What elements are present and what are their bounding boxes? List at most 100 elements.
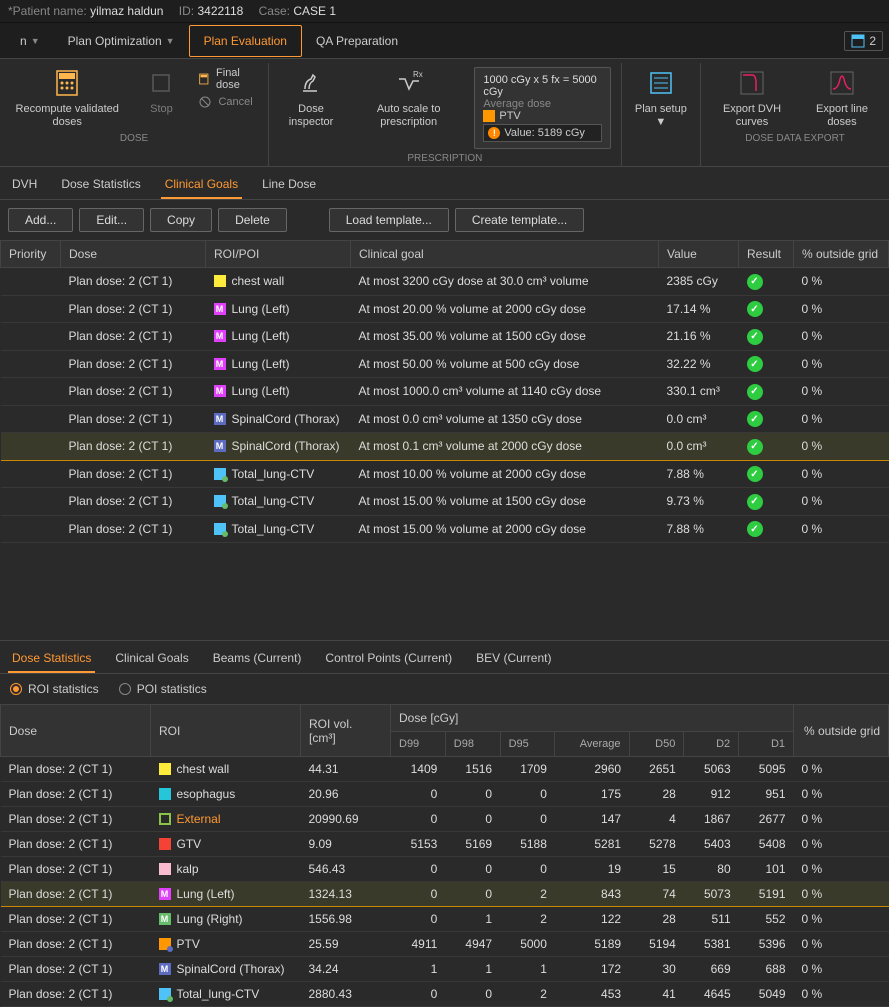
col-d1[interactable]: D1 <box>739 732 794 757</box>
table-row[interactable]: Plan dose: 2 (CT 1) External 20990.69 0 … <box>1 807 889 832</box>
tab-plan-evaluation[interactable]: Plan Evaluation <box>189 25 302 57</box>
radio-poi-statistics[interactable]: POI statistics <box>119 682 207 696</box>
col-goal[interactable]: Clinical goal <box>351 241 659 268</box>
check-icon: ✓ <box>747 274 763 290</box>
cell-goal: At most 0.0 cm³ volume at 1350 cGy dose <box>351 405 659 433</box>
cell-dose: Plan dose: 2 (CT 1) <box>61 405 206 433</box>
col-dose-stats[interactable]: Dose <box>1 705 151 757</box>
auto-scale-button[interactable]: Rx Auto scale to prescription <box>355 67 462 129</box>
delete-button[interactable]: Delete <box>218 208 287 232</box>
create-template-button[interactable]: Create template... <box>455 208 584 232</box>
avg-dose-label: Average dose <box>483 98 601 110</box>
cell-result: ✓ <box>739 295 794 323</box>
load-template-button[interactable]: Load template... <box>329 208 449 232</box>
cell-roi: MLung (Right) <box>151 907 301 932</box>
tab-beams[interactable]: Beams (Current) <box>209 645 306 673</box>
cell-dose: Plan dose: 2 (CT 1) <box>61 295 206 323</box>
dose-inspector-button[interactable]: Dose inspector <box>279 67 343 129</box>
table-row[interactable]: Plan dose: 2 (CT 1) chest wall At most 3… <box>1 268 889 296</box>
table-row[interactable]: Plan dose: 2 (CT 1) MLung (Left) 1324.13… <box>1 882 889 907</box>
col-outside[interactable]: % outside grid <box>794 241 889 268</box>
col-d95[interactable]: D95 <box>500 732 555 757</box>
col-d99[interactable]: D99 <box>391 732 446 757</box>
col-result[interactable]: Result <box>739 241 794 268</box>
table-row[interactable]: Plan dose: 2 (CT 1) MSpinalCord (Thorax)… <box>1 957 889 982</box>
table-row[interactable]: Plan dose: 2 (CT 1) kalp 546.43 0 0 0 19… <box>1 857 889 882</box>
tab-line-dose[interactable]: Line Dose <box>258 171 320 199</box>
cell-roi: MLung (Left) <box>206 323 351 351</box>
lower-sub-tabs: Dose Statistics Clinical Goals Beams (Cu… <box>0 641 889 674</box>
stop-button[interactable]: Stop <box>136 67 186 116</box>
table-row[interactable]: Plan dose: 2 (CT 1) MLung (Left) At most… <box>1 350 889 378</box>
tab-plan-optimization[interactable]: Plan Optimization▼ <box>54 26 189 56</box>
radio-roi-statistics[interactable]: ROI statistics <box>10 682 99 696</box>
table-row[interactable]: Plan dose: 2 (CT 1) MLung (Left) At most… <box>1 378 889 406</box>
prescription-box[interactable]: 1000 cGy x 5 fx = 5000 cGy Average dose … <box>474 67 610 149</box>
col-dose-cgy[interactable]: Dose [cGy] <box>391 705 794 732</box>
export-line-doses-button[interactable]: Export line doses <box>805 67 879 129</box>
col-roi-vol[interactable]: ROI vol. [cm³] <box>301 705 391 757</box>
col-priority[interactable]: Priority <box>1 241 61 268</box>
col-value[interactable]: Value <box>659 241 739 268</box>
table-row[interactable]: Plan dose: 2 (CT 1) GTV 9.09 5153 5169 5… <box>1 832 889 857</box>
check-icon: ✓ <box>747 329 763 345</box>
tab-qa-preparation[interactable]: QA Preparation <box>302 26 412 56</box>
table-row[interactable]: Plan dose: 2 (CT 1) chest wall 44.31 140… <box>1 757 889 782</box>
cell-d1: 951 <box>739 782 794 807</box>
recompute-button[interactable]: Recompute validated doses <box>10 67 124 129</box>
tab-control-points[interactable]: Control Points (Current) <box>321 645 456 673</box>
col-roi-stats[interactable]: ROI <box>151 705 301 757</box>
col-d98[interactable]: D98 <box>445 732 500 757</box>
cell-d50: 28 <box>629 907 684 932</box>
col-outside-stats[interactable]: % outside grid <box>794 705 889 757</box>
cell-dose: Plan dose: 2 (CT 1) <box>61 515 206 543</box>
cell-d99: 0 <box>391 907 446 932</box>
nav-dropdown[interactable]: n▼ <box>6 26 54 56</box>
cell-d1: 101 <box>739 857 794 882</box>
table-row[interactable]: Plan dose: 2 (CT 1) MSpinalCord (Thorax)… <box>1 405 889 433</box>
table-row[interactable]: Plan dose: 2 (CT 1) PTV 25.59 4911 4947 … <box>1 932 889 957</box>
roi-swatch-icon <box>159 938 171 950</box>
cell-dose: Plan dose: 2 (CT 1) <box>1 807 151 832</box>
table-row[interactable]: Plan dose: 2 (CT 1) MLung (Left) At most… <box>1 295 889 323</box>
edit-button[interactable]: Edit... <box>79 208 144 232</box>
col-d2[interactable]: D2 <box>684 732 739 757</box>
cell-d95: 5188 <box>500 832 555 857</box>
table-row[interactable]: Plan dose: 2 (CT 1) Total_lung-CTV At mo… <box>1 515 889 543</box>
copy-button[interactable]: Copy <box>150 208 212 232</box>
col-d50[interactable]: D50 <box>629 732 684 757</box>
cell-value: 17.14 % <box>659 295 739 323</box>
table-row[interactable]: Plan dose: 2 (CT 1) MSpinalCord (Thorax)… <box>1 433 889 461</box>
cancel-button[interactable]: Cancel <box>198 95 258 109</box>
roi-swatch-icon <box>159 988 171 1000</box>
final-dose-button[interactable]: Final dose <box>198 67 258 91</box>
table-row[interactable]: Plan dose: 2 (CT 1) MLung (Left) At most… <box>1 323 889 351</box>
col-roi[interactable]: ROI/POI <box>206 241 351 268</box>
tab-clinical-goals-lower[interactable]: Clinical Goals <box>111 645 192 673</box>
col-dose[interactable]: Dose <box>61 241 206 268</box>
cell-avg: 172 <box>555 957 629 982</box>
export-dvh-button[interactable]: Export DVH curves <box>711 67 793 129</box>
workspace-badge[interactable]: 2 <box>844 31 883 51</box>
table-row[interactable]: Plan dose: 2 (CT 1) Total_lung-CTV At mo… <box>1 488 889 516</box>
tab-dvh[interactable]: DVH <box>8 171 41 199</box>
cell-d98: 4947 <box>445 932 500 957</box>
tab-clinical-goals[interactable]: Clinical Goals <box>161 171 242 199</box>
table-row[interactable]: Plan dose: 2 (CT 1) esophagus 20.96 0 0 … <box>1 782 889 807</box>
tab-dose-statistics[interactable]: Dose Statistics <box>57 171 144 199</box>
cell-d95: 1 <box>500 957 555 982</box>
tab-dose-statistics-lower[interactable]: Dose Statistics <box>8 645 95 673</box>
col-average[interactable]: Average <box>555 732 629 757</box>
cell-goal: At most 50.00 % volume at 500 cGy dose <box>351 350 659 378</box>
dose-statistics-table: Dose ROI ROI vol. [cm³] Dose [cGy] % out… <box>0 704 889 1007</box>
add-button[interactable]: Add... <box>8 208 73 232</box>
patient-name: yilmaz haldun <box>90 4 163 18</box>
case-value: CASE 1 <box>293 4 336 18</box>
cell-d1: 5408 <box>739 832 794 857</box>
cell-d50: 4 <box>629 807 684 832</box>
table-row[interactable]: Plan dose: 2 (CT 1) Total_lung-CTV At mo… <box>1 460 889 488</box>
roi-swatch-icon: M <box>214 413 226 425</box>
tab-bev[interactable]: BEV (Current) <box>472 645 555 673</box>
table-row[interactable]: Plan dose: 2 (CT 1) MLung (Right) 1556.9… <box>1 907 889 932</box>
plan-setup-button[interactable]: Plan setup ▼ <box>632 67 690 129</box>
